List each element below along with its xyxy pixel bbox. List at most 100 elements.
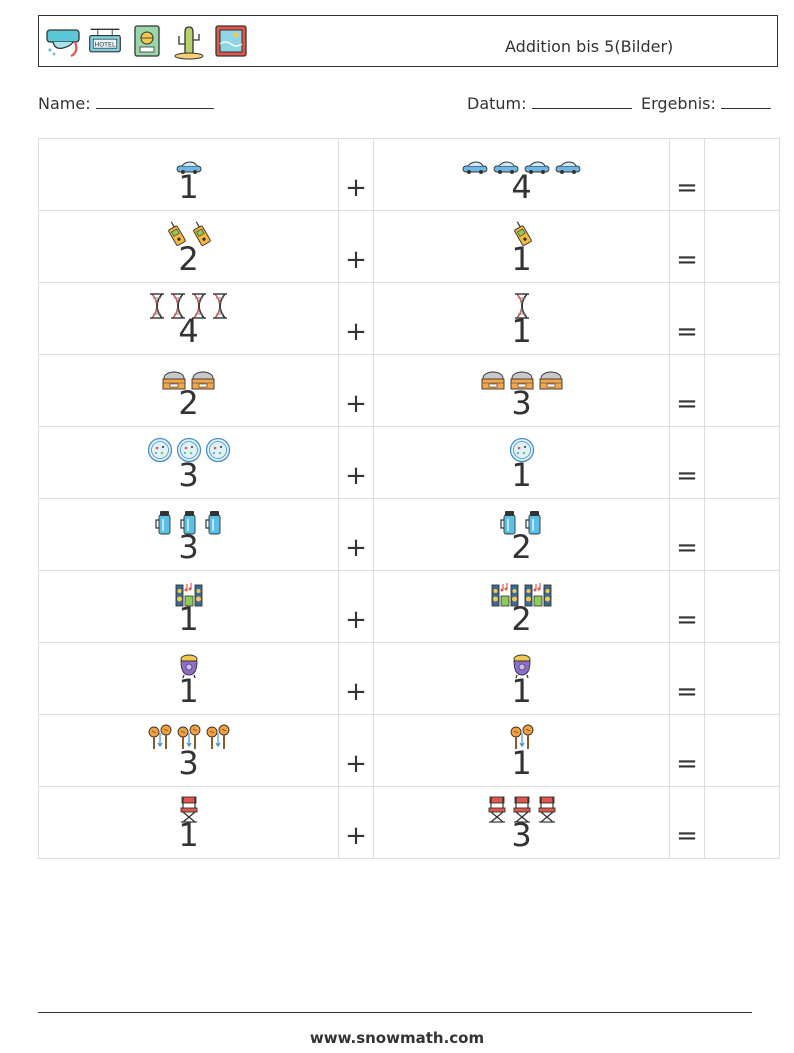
addend-b-number: 3 (511, 384, 532, 422)
dna-icon (150, 293, 164, 319)
plus-sign: + (345, 173, 367, 203)
addend-a-pictures (39, 796, 338, 823)
name-blank-line[interactable] (95, 94, 214, 109)
addend-a-number: 3 (178, 528, 199, 566)
passport-icon (134, 25, 160, 57)
answer-cell[interactable] (704, 786, 780, 859)
equals-cell: = (669, 138, 705, 211)
datum-blank-line[interactable] (531, 94, 632, 109)
addend-a-cell: 2 (38, 210, 339, 283)
answer-cell[interactable] (704, 498, 780, 571)
addend-b-cell: 4 (373, 138, 670, 211)
plus-cell: + (338, 138, 374, 211)
director-chair-icon (488, 796, 505, 823)
addend-b-pictures (374, 509, 669, 535)
addend-a-number: 1 (178, 672, 199, 710)
addend-b-pictures (374, 293, 669, 319)
answer-cell[interactable] (704, 426, 780, 499)
addend-a-cell: 4 (38, 282, 339, 355)
addend-b-cell: 2 (373, 570, 670, 643)
equals-cell: = (669, 786, 705, 859)
addend-a-pictures (39, 365, 338, 391)
equals-sign: = (676, 533, 698, 563)
header-icons: HOTEL (45, 22, 249, 60)
plus-cell: + (338, 210, 374, 283)
addend-b-cell: 2 (373, 498, 670, 571)
maracas-icon (148, 724, 171, 749)
petri-dish-icon (205, 437, 230, 463)
car-icon (176, 161, 201, 174)
speakers-icon (524, 583, 552, 607)
plus-sign: + (345, 317, 367, 347)
addend-a-cell: 1 (38, 786, 339, 859)
addend-b-cell: 1 (373, 282, 670, 355)
addend-a-cell: 1 (38, 570, 339, 643)
basket-icon (510, 371, 533, 390)
cauldron-icon (180, 654, 197, 679)
plus-cell: + (338, 498, 374, 571)
problem-row: 2 +1 = (38, 210, 780, 283)
addend-b-pictures (374, 581, 669, 607)
plus-cell: + (338, 642, 374, 715)
equals-sign: = (676, 749, 698, 779)
addend-b-pictures (374, 796, 669, 823)
answer-cell[interactable] (704, 714, 780, 787)
thermos-icon (204, 511, 220, 535)
addend-a-number: 2 (178, 240, 199, 278)
plus-cell: + (338, 426, 374, 499)
addend-a-cell: 3 (38, 498, 339, 571)
petri-dish-icon (147, 437, 172, 463)
addend-b-cell: 1 (373, 642, 670, 715)
equals-sign: = (676, 317, 698, 347)
thermos-icon (179, 511, 195, 535)
ergebnis-blank-line[interactable] (720, 94, 771, 109)
addend-a-pictures (39, 149, 338, 175)
answer-cell[interactable] (704, 642, 780, 715)
equals-sign: = (676, 677, 698, 707)
problem-row: 2 +3 = (38, 354, 780, 427)
addend-a-cell: 3 (38, 426, 339, 499)
petri-dish-icon (509, 437, 534, 463)
maracas-icon (177, 724, 200, 749)
equals-cell: = (669, 210, 705, 283)
worksheet-title: Addition bis 5(Bilder) (505, 37, 674, 56)
hotel-sign-icon: HOTEL (89, 28, 121, 53)
equals-cell: = (669, 498, 705, 571)
addend-a-number: 1 (178, 168, 199, 206)
car-icon (555, 161, 581, 174)
equals-sign: = (676, 245, 698, 275)
director-chair-icon (180, 796, 197, 823)
problem-row: 1 +3 = (38, 786, 780, 859)
equals-cell: = (669, 426, 705, 499)
addend-a-number: 4 (178, 312, 199, 350)
answer-cell[interactable] (704, 282, 780, 355)
equals-cell: = (669, 570, 705, 643)
equals-sign: = (676, 173, 698, 203)
petri-dish-icon (176, 437, 201, 463)
walkie-talkie-icon (193, 221, 211, 246)
car-icon (493, 161, 519, 174)
director-chair-icon (513, 796, 530, 823)
answer-cell[interactable] (704, 210, 780, 283)
answer-cell[interactable] (704, 570, 780, 643)
addend-a-number: 1 (178, 600, 199, 638)
problem-row: 4 +1 = (38, 282, 780, 355)
speakers-icon (175, 583, 202, 607)
maracas-icon (206, 724, 229, 749)
answer-cell[interactable] (704, 138, 780, 211)
problem-row: 1 +2 = (38, 570, 780, 643)
director-chair-icon (538, 796, 555, 823)
addend-b-number: 1 (511, 672, 532, 710)
addend-a-pictures (39, 221, 338, 247)
plus-sign: + (345, 605, 367, 635)
name-label: Name: (38, 94, 91, 113)
dna-icon (171, 293, 185, 319)
answer-cell[interactable] (704, 354, 780, 427)
thermos-icon (154, 511, 170, 535)
basket-icon (162, 371, 186, 390)
svg-text:HOTEL: HOTEL (94, 41, 116, 48)
problem-row: 3 +1 = (38, 714, 780, 787)
walkie-talkie-icon (513, 221, 532, 246)
addend-b-pictures (374, 149, 669, 175)
problem-row: 1 +4 = (38, 138, 780, 211)
